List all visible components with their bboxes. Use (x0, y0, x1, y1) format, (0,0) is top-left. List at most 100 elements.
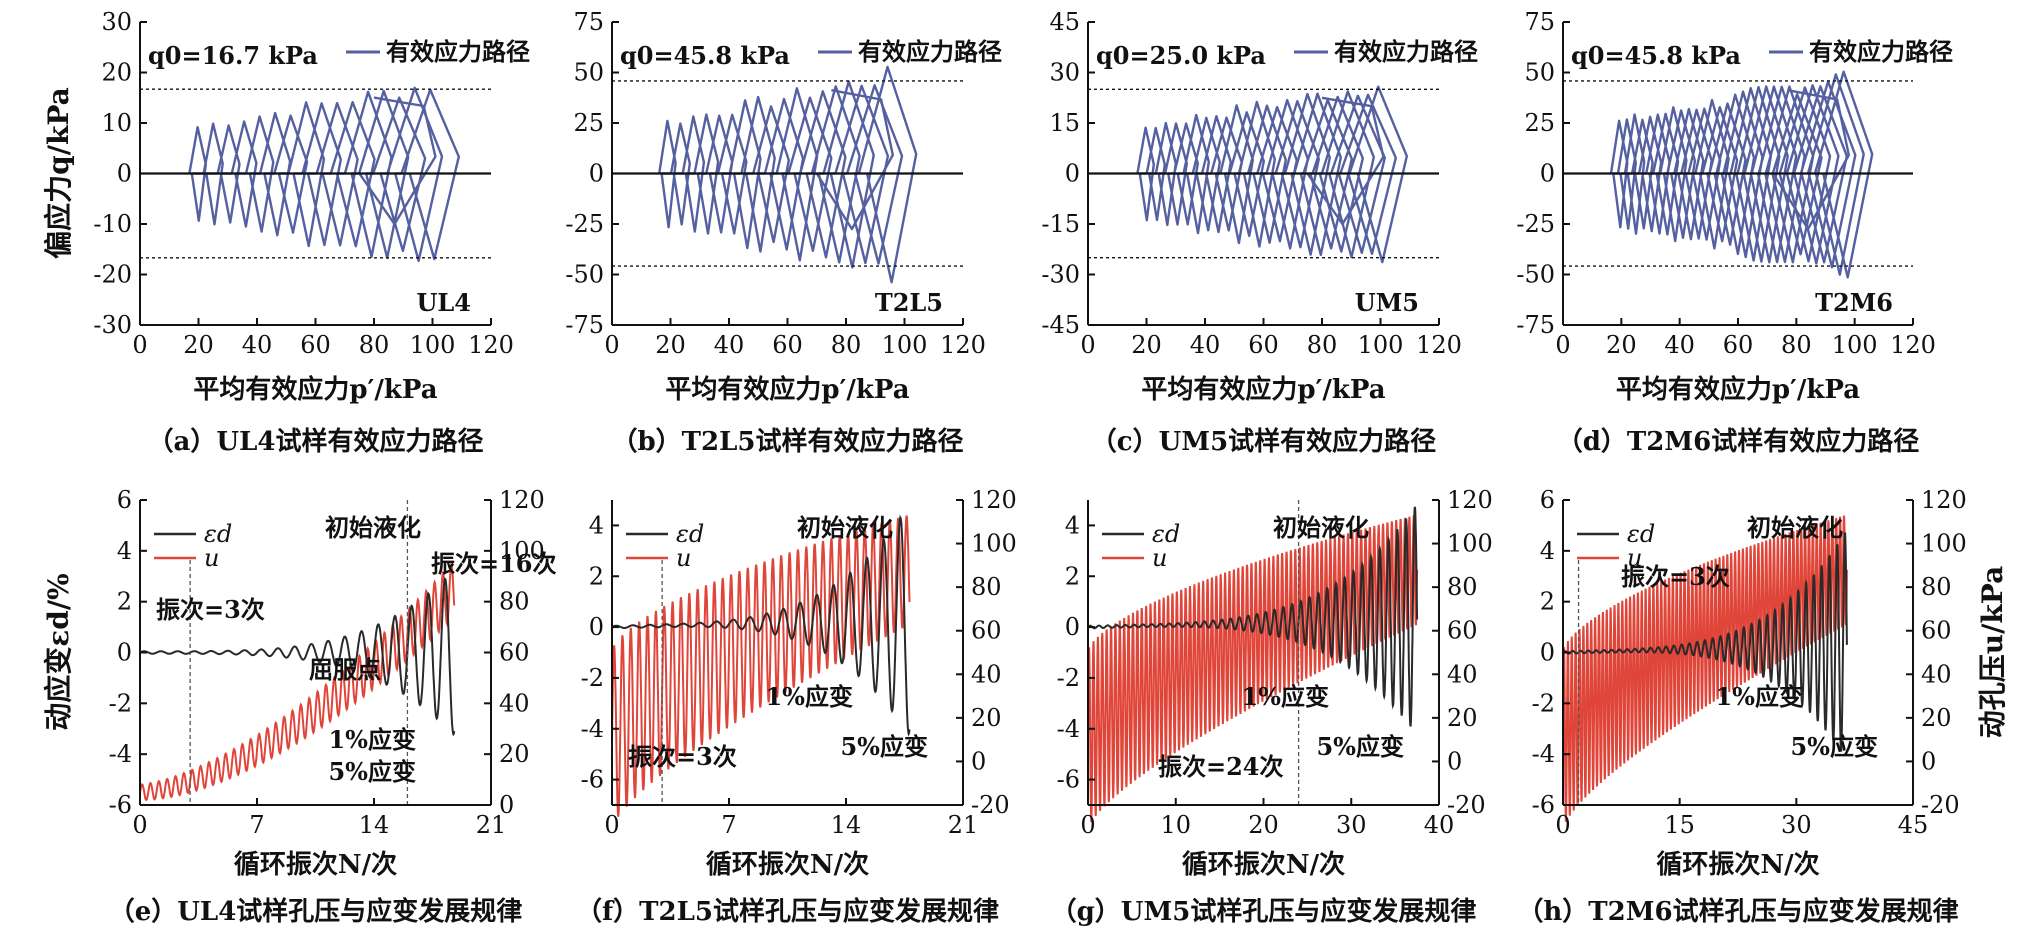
y-left-tick-label: 0 (589, 613, 604, 641)
x-tick-label: 20 (183, 331, 214, 359)
x-tick-label: 120 (468, 331, 514, 359)
series-u-line (1087, 515, 1419, 822)
y-tick-label: 0 (117, 160, 132, 188)
y-left-tick-label: 4 (117, 537, 132, 565)
series-epsilon-line (1562, 532, 1848, 752)
panel-caption: （a）UL4试样有效应力路径 (148, 426, 484, 457)
y-left-tick-label: 0 (1540, 639, 1555, 667)
x-tick-label: 40 (242, 331, 273, 359)
y-left-tick-label: 4 (1065, 511, 1080, 539)
y-right-tick-label: 60 (499, 639, 530, 667)
series-u-line (139, 561, 456, 802)
annotation-5pct: 5%应变 (328, 757, 416, 786)
x-tick-label: 20 (1131, 331, 1162, 359)
y-right-tick-label: 120 (499, 486, 545, 514)
y-tick-label: 30 (1049, 59, 1080, 87)
annotation-5pct: 5%应变 (840, 732, 928, 761)
y-left-tick-label: -6 (109, 791, 132, 819)
y-right-tick-label: 60 (1447, 617, 1478, 645)
panel-caption: （h）T2M6试样孔压与应变发展规律 (1517, 896, 1958, 927)
x-axis-label: 平均有效应力p′/kPa (665, 374, 909, 405)
x-tick-label: 40 (714, 331, 745, 359)
x-tick-label: 0 (1080, 331, 1095, 359)
stress-path-final-loop (815, 89, 894, 231)
x-tick-label: 100 (1358, 331, 1404, 359)
y-left-tick-label: 2 (589, 562, 604, 590)
x-axis-label: 平均有效应力p′/kPa (193, 374, 437, 405)
y-tick-label: -75 (565, 311, 604, 339)
y-tick-label: -30 (93, 311, 132, 339)
x-tick-label: 40 (1190, 331, 1221, 359)
y-left-tick-label: -4 (581, 715, 604, 743)
legend-u-label: u (204, 544, 219, 572)
y-right-tick-label: 40 (499, 689, 530, 717)
y-left-tick-label: -6 (1532, 791, 1555, 819)
y-right-tick-label: 20 (499, 740, 530, 768)
y-right-tick-label: 120 (1921, 486, 1967, 514)
stress-path-final-loop (1306, 96, 1385, 226)
x-tick-label: 45 (1898, 811, 1929, 839)
y-right-tick-label: 20 (971, 704, 1002, 732)
annotation-ref-cycle: 振次=3次 (156, 595, 265, 624)
x-tick-label: 80 (831, 331, 862, 359)
annotation-ref-cycle: 振次=3次 (1621, 562, 1730, 591)
legend-u-label: u (676, 544, 691, 572)
q0-label: q0=25.0 kPa (1096, 41, 1266, 70)
legend-path-label: 有效应力路径 (1809, 37, 1953, 66)
y-tick-label: -50 (565, 261, 604, 289)
x-tick-label: 0 (1080, 811, 1095, 839)
y-tick-label: 0 (589, 160, 604, 188)
x-tick-label: 60 (772, 331, 803, 359)
x-tick-label: 40 (1424, 811, 1455, 839)
y-left-tick-label: 4 (589, 511, 604, 539)
y-left-tick-label: 4 (1540, 537, 1555, 565)
panel-caption: （b）T2L5试样有效应力路径 (612, 426, 964, 457)
y-tick-label: 75 (573, 8, 604, 36)
q0-label: q0=45.8 kPa (620, 41, 790, 70)
y-axis-label-bottom-left: 动应变εd/% (42, 573, 75, 730)
y-right-tick-label: -20 (1447, 791, 1486, 819)
x-tick-label: 80 (1781, 331, 1812, 359)
y-right-tick-label: 80 (1921, 573, 1952, 601)
y-right-tick-label: 0 (1447, 747, 1462, 775)
x-tick-label: 30 (1336, 811, 1367, 839)
annotation-onset: 初始液化 (797, 513, 893, 542)
y-tick-label: 0 (1540, 160, 1555, 188)
y-tick-label: -50 (1516, 261, 1555, 289)
x-axis-label: 循环振次N/次 (706, 850, 869, 880)
stress-path-final-loop (358, 96, 437, 226)
y-right-tick-label: 20 (1921, 704, 1952, 732)
y-tick-label: -20 (93, 261, 132, 289)
y-tick-label: -30 (1041, 261, 1080, 289)
y-tick-label: 30 (101, 8, 132, 36)
panel-g: 0 10 20 30 40-6-4-2024-20020406080100120εdu初… (1051, 486, 1493, 927)
y-right-tick-label: 100 (499, 537, 545, 565)
annotation-liq-cycle: 振次=16次 (431, 549, 557, 578)
y-right-tick-label: 120 (1447, 486, 1493, 514)
x-tick-label: 80 (359, 331, 390, 359)
x-tick-label: 120 (1890, 331, 1936, 359)
y-left-tick-label: 0 (1065, 613, 1080, 641)
annotation-onset: 初始液化 (1273, 513, 1369, 542)
annotation-1pct: 1%应变 (1241, 682, 1329, 711)
y-right-tick-label: 120 (971, 486, 1017, 514)
x-axis-label: 平均有效应力p′/kPa (1141, 374, 1385, 405)
x-tick-label: 21 (476, 811, 507, 839)
x-tick-label: 40 (1664, 331, 1695, 359)
panel-b: 0 20 40 60 80 100 120 -75 -50 -25 0 25 50 75 q0=45.8 k… (565, 8, 1002, 457)
x-tick-label: 7 (249, 811, 264, 839)
specimen-label: T2M6 (1815, 288, 1893, 317)
y-right-tick-label: 80 (1447, 573, 1478, 601)
y-left-tick-label: -4 (1057, 715, 1080, 743)
panel-caption: （c）UM5试样有效应力路径 (1091, 426, 1436, 457)
annotation-1pct: 1%应变 (1715, 682, 1803, 711)
y-right-tick-label: -20 (1921, 791, 1960, 819)
annotation-5pct: 5%应变 (1790, 732, 1878, 761)
y-left-tick-label: -2 (109, 689, 132, 717)
y-left-tick-label: 6 (117, 486, 132, 514)
x-tick-label: 20 (655, 331, 686, 359)
y-left-tick-label: -4 (109, 740, 132, 768)
panel-c: 0 20 40 60 80 100 120 -45 -30 -15 0 15 30 45 q0=25.0 k… (1041, 8, 1478, 457)
y-left-tick-label: 6 (1540, 486, 1555, 514)
